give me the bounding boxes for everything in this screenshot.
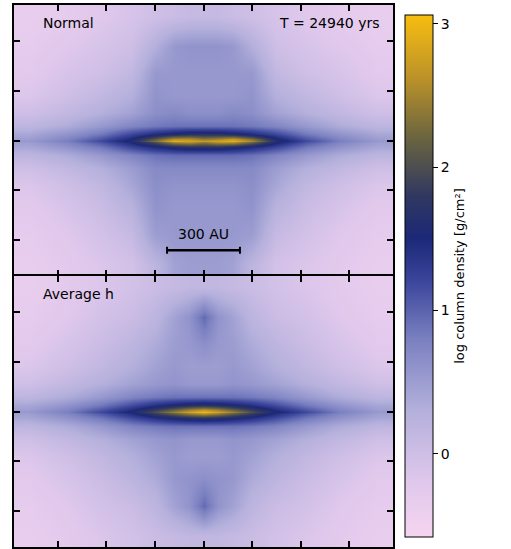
- svg-text:2: 2: [441, 159, 450, 175]
- svg-text:3: 3: [441, 16, 450, 32]
- svg-text:T = 24940 yrs: T = 24940 yrs: [279, 15, 380, 31]
- svg-text:Normal: Normal: [43, 15, 94, 31]
- svg-text:0: 0: [441, 446, 450, 462]
- svg-text:Average h: Average h: [43, 286, 114, 302]
- svg-text:log column density [g/cm²]: log column density [g/cm²]: [452, 188, 467, 364]
- svg-text:1: 1: [441, 302, 450, 318]
- svg-text:300 AU: 300 AU: [178, 226, 229, 242]
